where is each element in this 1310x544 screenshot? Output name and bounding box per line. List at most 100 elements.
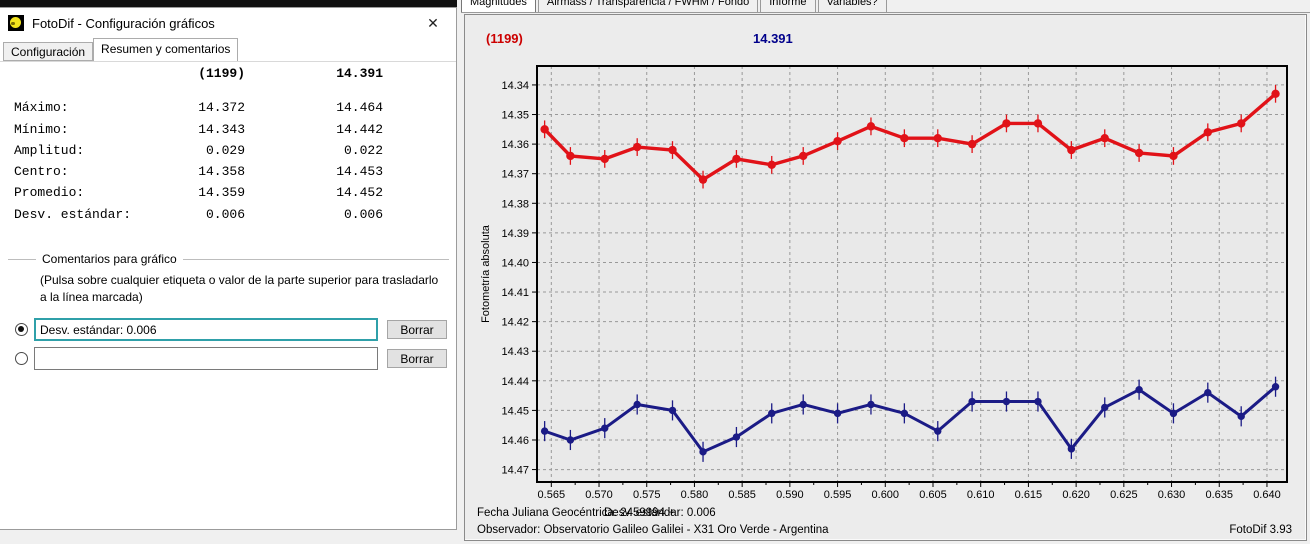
stddev-comment-text: Desv. estándar: 0.006 xyxy=(604,507,716,519)
summary-col1-header[interactable]: (1199) xyxy=(198,66,245,81)
y-tick-label: 14.46 xyxy=(501,435,529,447)
clear-button-1[interactable]: Borrar xyxy=(387,320,447,339)
summary-col2-value[interactable]: 0.022 xyxy=(343,142,383,158)
y-tick-label: 14.38 xyxy=(501,198,529,210)
summary-row-label[interactable]: Desv. estándar: xyxy=(14,206,132,222)
data-point xyxy=(632,142,642,152)
y-tick-label: 14.39 xyxy=(501,228,529,240)
summary-col1-value[interactable]: 0.029 xyxy=(205,142,245,158)
data-point xyxy=(698,175,708,184)
data-point xyxy=(799,151,808,161)
summary-row: Máximo: 14.372 14.464 xyxy=(0,97,456,118)
groupbox-hint-line1: (Pulsa sobre cualquier etiqueta o valor … xyxy=(40,273,439,287)
data-point xyxy=(600,154,609,164)
x-tick-label: 0.630 xyxy=(1158,489,1186,501)
x-tick-label: 0.595 xyxy=(824,489,852,501)
x-tick-label: 0.635 xyxy=(1205,489,1233,501)
data-point xyxy=(732,433,741,441)
data-point xyxy=(768,409,776,418)
summary-row-label[interactable]: Centro: xyxy=(14,164,69,180)
close-icon[interactable]: ✕ xyxy=(427,15,439,31)
julian-date-text: Fecha Juliana Geocéntrica: 2459994 + xyxy=(477,507,675,519)
dialog-titlebar[interactable]: FotoDif - Configuración gráficos ✕ xyxy=(0,8,456,39)
comment-radio-1[interactable] xyxy=(15,323,28,336)
data-point xyxy=(866,122,876,131)
data-point xyxy=(699,448,707,456)
summary-col2-value[interactable]: 14.453 xyxy=(336,164,383,180)
x-tick-label: 0.620 xyxy=(1062,489,1090,501)
magnitudes-chart: 14.34 14.35 14.36 14.37 14.38 14.39 14.40 14.41… xyxy=(480,65,1288,501)
data-point xyxy=(900,409,909,418)
observer-text: Observador: Observatorio Galileo Galilei… xyxy=(477,524,829,536)
data-point xyxy=(566,151,575,161)
data-point xyxy=(1169,151,1178,161)
fotodif-app-icon xyxy=(8,15,24,31)
magnitudes-panel: 14.34 14.35 14.36 14.37 14.38 14.39 14.40 14.41… xyxy=(464,14,1307,541)
summary-col1-value[interactable]: 0.006 xyxy=(205,206,245,222)
icon-blob xyxy=(10,17,21,28)
x-tick-label: 0.610 xyxy=(967,489,995,501)
summary-row-label[interactable]: Mínimo: xyxy=(14,121,69,137)
tab-resumen-y-comentarios[interactable]: Resumen y comentarios xyxy=(93,38,239,61)
data-point xyxy=(799,400,807,409)
comment-radio-2[interactable] xyxy=(15,352,28,365)
data-point xyxy=(1067,445,1076,453)
data-point xyxy=(1101,403,1109,412)
comment-input-2[interactable] xyxy=(34,347,378,370)
comment-input-1[interactable] xyxy=(34,318,378,341)
summary-row: Centro: 14.358 14.453 xyxy=(0,161,456,182)
comp-star-label[interactable]: (1199) xyxy=(486,31,523,46)
summary-row-label[interactable]: Amplitud: xyxy=(14,142,85,158)
summary-row: Mínimo: 14.343 14.442 xyxy=(0,119,456,140)
data-point xyxy=(900,133,909,143)
chart-tabbar: Magnitudes Airmass / Transparencia / FWHM… xyxy=(461,0,1310,13)
data-point xyxy=(933,133,942,143)
tab-configuracion[interactable]: Configuración xyxy=(3,42,94,61)
summary-row: Promedio: 14.359 14.452 xyxy=(0,182,456,203)
summary-col1-value[interactable]: 14.343 xyxy=(198,121,245,137)
y-tick-label: 14.44 xyxy=(501,376,529,388)
summary-col2-header[interactable]: 14.391 xyxy=(336,66,383,81)
data-point xyxy=(968,397,976,406)
data-point xyxy=(833,409,842,418)
chart-panel: Magnitudes Airmass / Transparencia / FWHM… xyxy=(461,0,1310,544)
summary-row-label[interactable]: Promedio: xyxy=(14,185,85,201)
x-tick-label: 0.640 xyxy=(1253,489,1281,501)
clear-button-2[interactable]: Borrar xyxy=(387,349,447,368)
summary-col1-value[interactable]: 14.372 xyxy=(198,100,245,116)
y-axis-label: Fotometría absoluta xyxy=(480,224,492,323)
y-tick-label: 14.43 xyxy=(501,346,529,358)
summary-header-row: (1199) 14.391 xyxy=(0,63,456,84)
summary-row: Desv. estándar: 0.006 0.006 xyxy=(0,204,456,225)
data-point xyxy=(1236,119,1246,128)
data-point xyxy=(1271,89,1280,99)
tab-airmass-transparencia-fwhm-fondo[interactable]: Airmass / Transparencia / FWHM / Fondo xyxy=(537,0,759,12)
x-tick-label: 0.615 xyxy=(1015,489,1043,501)
y-tick-label: 14.40 xyxy=(501,257,529,269)
data-point xyxy=(1237,412,1245,421)
background-window-strip xyxy=(0,0,457,7)
x-tick-label: 0.565 xyxy=(538,489,566,501)
x-tick-label: 0.580 xyxy=(681,489,709,501)
version-text: FotoDif 3.93 xyxy=(1229,524,1292,536)
data-point xyxy=(540,427,549,435)
target-magnitude-label[interactable]: 14.391 xyxy=(753,31,793,46)
tab-informe[interactable]: Informe xyxy=(760,0,816,12)
tab-magnitudes[interactable]: Magnitudes xyxy=(461,0,536,12)
summary-row-label[interactable]: Máximo: xyxy=(14,100,69,116)
x-tick-label: 0.570 xyxy=(585,489,613,501)
summary-col1-value[interactable]: 14.359 xyxy=(198,185,245,201)
plot-container: 14.34 14.35 14.36 14.37 14.38 14.39 14.40 14.41… xyxy=(465,15,1308,542)
summary-col2-value[interactable]: 14.442 xyxy=(336,121,383,137)
tab-variables[interactable]: Variables? xyxy=(817,0,887,12)
summary-col2-value[interactable]: 14.464 xyxy=(336,100,383,116)
data-point xyxy=(867,400,875,409)
summary-col1-value[interactable]: 14.358 xyxy=(198,164,245,180)
summary-col2-value[interactable]: 0.006 xyxy=(343,206,383,222)
data-point xyxy=(1203,128,1213,137)
dialog-tabstrip: Configuración Resumen y comentarios xyxy=(0,38,456,62)
summary-col2-value[interactable]: 14.452 xyxy=(336,185,383,201)
data-point xyxy=(566,436,575,444)
groupbox-hint-line2: a la línea marcada) xyxy=(40,290,143,304)
